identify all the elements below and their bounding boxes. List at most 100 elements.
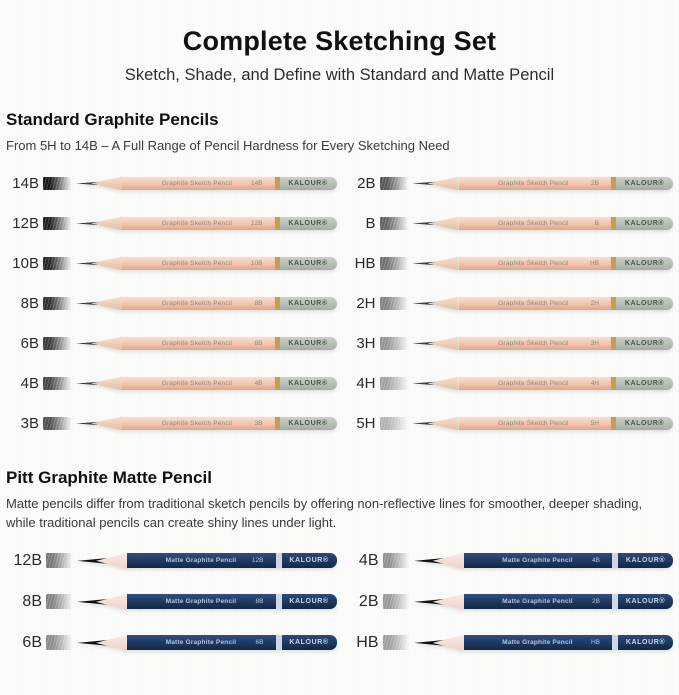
pencil-body-label: Graphite Sketch Pencil [161, 419, 233, 427]
pencil-body: Matte Graphite Pencil 6B [127, 635, 276, 651]
pencil-band [611, 216, 616, 230]
pencil-band [274, 216, 280, 230]
pencil-grade-print: 10B [250, 259, 263, 267]
pencil-grade-print: 8B [254, 299, 263, 307]
matte-pencil-grid: 12B Matte Graphite Pencil 12B KALOUR® 8B… [6, 540, 673, 663]
pencil-body: Graphite Sketch Pencil 5H [458, 416, 611, 430]
pencil-lead-point [412, 261, 440, 266]
graphite-swatch [46, 594, 73, 610]
pencil-row: 6B Matte Graphite Pencil 6B KALOUR® [6, 622, 337, 663]
pencil-brand-cap: KALOUR® [618, 553, 673, 569]
pencil-brand-cap: KALOUR® [279, 416, 337, 430]
pencil-band [274, 296, 280, 310]
pencil-wood-cone [96, 634, 127, 651]
grade-label: 5H [356, 414, 376, 432]
pencil-brand-cap: KALOUR® [279, 176, 337, 190]
pencil-band [612, 594, 618, 610]
pencil-lead-point [77, 557, 109, 564]
pencil-illustration: Graphite Sketch Pencil 2B KALOUR® [412, 176, 673, 191]
pencil-band [611, 416, 616, 430]
pencil-column: 14B Graphite Sketch Pencil 14B KALOUR® 1… [6, 163, 337, 443]
pencil-row: 3B Graphite Sketch Pencil 3B KALOUR® [6, 403, 337, 443]
pencil-body: Graphite Sketch Pencil 14B [122, 176, 275, 190]
pencil-row: B Graphite Sketch Pencil B KALOUR® [343, 203, 673, 243]
standard-section-description: From 5H to 14B – A Full Range of Pencil … [6, 138, 450, 153]
pencil-row: 4B Graphite Sketch Pencil 4B KALOUR® [6, 363, 337, 403]
pencil-row: 4B Matte Graphite Pencil 4B KALOUR® [343, 540, 673, 581]
pencil-lead-point [76, 221, 103, 226]
pencil-brand-cap: KALOUR® [279, 336, 337, 350]
pencil-illustration: Matte Graphite Pencil 2B KALOUR® [413, 593, 673, 610]
pencil-grade-print: 8B [255, 598, 264, 606]
pencil-body-label: Graphite Sketch Pencil [498, 339, 569, 347]
pencil-brand-cap: KALOUR® [616, 296, 673, 310]
pencil-tip [412, 296, 459, 311]
pencil-row: HB Matte Graphite Pencil HB KALOUR® [343, 622, 673, 663]
pencil-body-label: Graphite Sketch Pencil [498, 259, 569, 267]
pencil-band [274, 416, 280, 430]
pencil-body: Graphite Sketch Pencil 10B [122, 256, 275, 270]
pencil-tip [412, 336, 459, 351]
graphite-swatch [46, 635, 73, 651]
pencil-band [275, 553, 282, 569]
pencil-lead-point [76, 381, 103, 386]
pencil-body-label: Graphite Sketch Pencil [161, 299, 233, 307]
standard-pencil-grid: 14B Graphite Sketch Pencil 14B KALOUR® 1… [6, 163, 673, 443]
pencil-illustration: Graphite Sketch Pencil 14B KALOUR® [76, 176, 337, 191]
grade-label: 6B [20, 334, 39, 352]
graphite-swatch [382, 553, 410, 569]
pencil-illustration: Graphite Sketch Pencil 3B KALOUR® [76, 416, 337, 431]
pencil-band [274, 176, 280, 190]
pencil-grade-print: 3H [590, 339, 599, 347]
grade-label: 4B [20, 374, 39, 392]
pencil-wood-cone [427, 296, 459, 311]
pencil-body: Matte Graphite Pencil 8B [127, 594, 276, 610]
pencil-body-label: Matte Graphite Pencil [165, 598, 237, 606]
pencil-band [611, 296, 616, 310]
pencil-illustration: Graphite Sketch Pencil 10B KALOUR® [76, 256, 337, 271]
pencil-band [275, 594, 282, 610]
pencil-row: 5H Graphite Sketch Pencil 5H KALOUR® [343, 403, 673, 443]
pencil-tip [76, 256, 122, 271]
pencil-tip [76, 336, 122, 351]
pencil-tip [413, 634, 464, 651]
pencil-grade-print: 4H [590, 379, 599, 387]
grade-label: 8B [22, 592, 42, 610]
pencil-lead-point [412, 221, 440, 226]
pencil-body-label: Matte Graphite Pencil [502, 598, 573, 606]
pencil-illustration: Graphite Sketch Pencil 4B KALOUR® [76, 376, 337, 391]
pencil-body: Matte Graphite Pencil 4B [463, 553, 612, 569]
pencil-illustration: Matte Graphite Pencil HB KALOUR® [413, 634, 673, 651]
pencil-band [611, 336, 616, 350]
pencil-wood-cone [427, 216, 459, 231]
pencil-wood-cone [427, 176, 459, 191]
pencil-row: 3H Graphite Sketch Pencil 3H KALOUR® [343, 323, 673, 363]
pencil-body: Matte Graphite Pencil 2B [463, 594, 612, 610]
pencil-tip [413, 552, 464, 569]
pencil-row: 12B Graphite Sketch Pencil 12B KALOUR® [6, 203, 337, 243]
graphite-swatch [379, 216, 409, 230]
pencil-grade-print: 4B [592, 557, 600, 565]
pencil-wood-cone [96, 552, 127, 569]
pencil-wood-cone [432, 552, 464, 569]
pencil-lead-point [76, 421, 103, 426]
pencil-brand-cap: KALOUR® [616, 336, 673, 350]
graphite-swatch [43, 296, 72, 310]
pencil-brand-cap: KALOUR® [616, 256, 673, 270]
grade-label: 2B [357, 174, 376, 192]
pencil-brand-cap: KALOUR® [279, 216, 337, 230]
grade-label: 10B [12, 254, 39, 272]
pencil-grade-print: 6B [254, 339, 263, 347]
pencil-body-label: Graphite Sketch Pencil [498, 419, 569, 427]
pencil-body: Graphite Sketch Pencil 12B [122, 216, 275, 230]
pencil-grade-print: 12B [250, 219, 263, 227]
grade-label: 4H [356, 374, 376, 392]
pencil-lead-point [77, 639, 109, 646]
pencil-lead-point [412, 301, 440, 306]
pencil-row: 2B Matte Graphite Pencil 2B KALOUR® [343, 581, 673, 622]
pencil-illustration: Graphite Sketch Pencil 2H KALOUR® [412, 296, 673, 311]
graphite-swatch [43, 256, 72, 270]
grade-label: 2B [358, 592, 379, 610]
page-subtitle: Sketch, Shade, and Define with Standard … [124, 66, 555, 84]
